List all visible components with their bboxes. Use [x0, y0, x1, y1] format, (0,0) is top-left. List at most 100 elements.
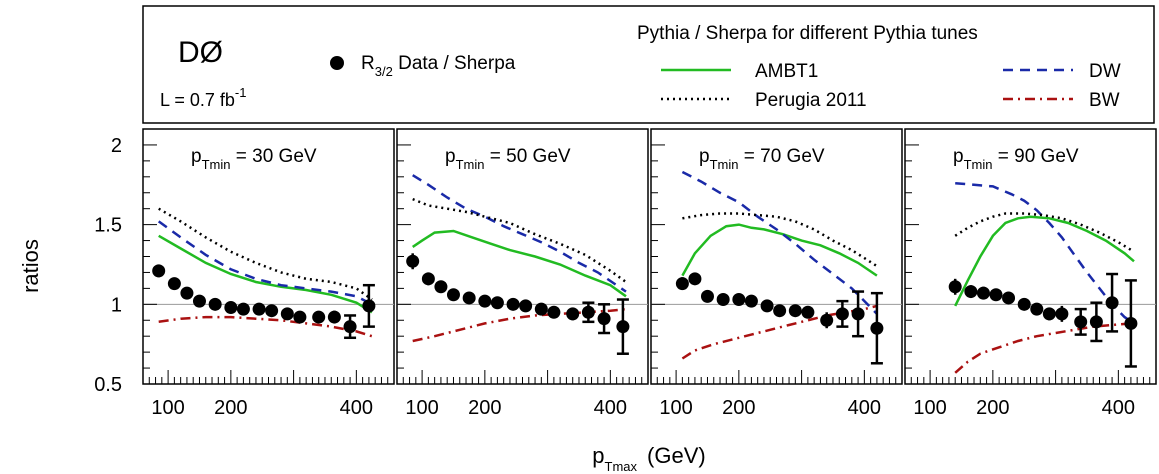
data-point	[434, 280, 448, 294]
data-point	[1055, 307, 1069, 321]
x-tick-label: 200	[214, 397, 247, 419]
data-point	[208, 297, 222, 311]
data-point	[732, 293, 746, 307]
x-tick-label: 400	[594, 397, 627, 419]
y-axis-title: ratios	[18, 239, 43, 293]
data-point	[976, 286, 990, 300]
panel-label-prefix: p	[953, 146, 964, 167]
legend-box: DØ L = 0.7 fb-1 R3/2 Data / Sherpa Pythi…	[142, 5, 1155, 124]
data-point	[547, 305, 561, 319]
data-point	[167, 277, 181, 291]
data-point	[773, 304, 787, 318]
data-point	[788, 304, 802, 318]
panel-frame	[142, 128, 395, 385]
luminosity-label: L = 0.7 fb-1	[160, 85, 246, 110]
legend-frame	[142, 5, 1155, 124]
panel-label-suffix: = 90 GeV	[992, 146, 1078, 167]
legend-data-label: R3/2 Data / Sherpa	[361, 53, 516, 79]
y-tick-label: 2	[111, 135, 122, 157]
data-point	[1042, 307, 1056, 321]
data-point	[312, 310, 326, 324]
panel-label: pTmin = 90 GeV	[953, 146, 1079, 172]
series-line-bw	[158, 315, 373, 338]
x-axis-title: pTmax (GeV)	[592, 443, 705, 474]
x-tick-label: 100	[151, 397, 184, 419]
data-point	[581, 305, 595, 319]
panel-frame	[904, 128, 1157, 385]
data-point	[293, 310, 307, 324]
series-line-dw	[412, 174, 627, 293]
data-point	[716, 293, 730, 307]
data-point	[406, 254, 420, 268]
x-tick-label: 100	[913, 397, 946, 419]
panel-label-suffix: = 50 GeV	[484, 146, 570, 167]
y-tick-label: 1.5	[94, 215, 122, 237]
data-point	[1030, 302, 1044, 316]
data-point	[519, 299, 533, 313]
data-point	[616, 320, 630, 334]
series-line-bw	[954, 322, 1132, 374]
x-tick-label: 400	[848, 397, 881, 419]
data-point	[462, 291, 476, 305]
y-tick-labels: 0.5 1 1.5 2	[94, 135, 122, 396]
data-point	[280, 307, 294, 321]
data-point	[760, 299, 774, 313]
data-point	[688, 272, 702, 286]
data-point	[700, 289, 714, 303]
data-point	[801, 305, 815, 319]
data-point	[1074, 315, 1088, 329]
data-point	[327, 310, 341, 324]
data-point	[597, 312, 611, 326]
panel-3: 100 200 400 pTmin = 70 GeV	[650, 128, 903, 419]
data-point	[180, 286, 194, 300]
series-line-ambt1	[681, 223, 878, 277]
data-point	[1124, 316, 1138, 330]
data-point	[1002, 291, 1016, 305]
x-axis-title-unit: (GeV)	[647, 443, 706, 468]
x-tick-label: 100	[659, 397, 692, 419]
legend-label-perugia: Perugia 2011	[755, 90, 867, 111]
panel-4: 100 200 400 pTmin = 90 GeV	[904, 128, 1157, 419]
data-point	[252, 302, 266, 316]
legend-models-title: Pythia / Sherpa for different Pythia tun…	[637, 23, 978, 44]
legend-label-bw: BW	[1089, 90, 1120, 111]
data-point	[152, 264, 166, 278]
panel-label-suffix: = 70 GeV	[738, 146, 824, 167]
data-point	[478, 294, 492, 308]
data-point	[744, 294, 758, 308]
x-tick-label: 100	[405, 397, 438, 419]
x-tick-label: 200	[976, 397, 1009, 419]
legend-data-suffix: Data / Sherpa	[393, 53, 516, 74]
panel-label: pTmin = 70 GeV	[699, 146, 825, 172]
panel-frame	[650, 128, 903, 385]
y-tick-label: 0.5	[94, 374, 122, 396]
panel-label-suffix: = 30 GeV	[230, 146, 316, 167]
series-line-perugia	[412, 197, 627, 284]
data-point	[1089, 315, 1103, 329]
data-point	[192, 294, 206, 308]
data-point	[948, 280, 962, 294]
data-point	[506, 297, 520, 311]
x-axis-title-subscript: Tmax	[605, 459, 638, 474]
series-line-ambt1	[412, 229, 627, 298]
data-point	[1017, 297, 1031, 311]
panel-label-subscript: Tmin	[710, 157, 739, 172]
series-line-bw	[681, 304, 878, 360]
series-line-bw	[412, 307, 627, 343]
data-point	[362, 299, 376, 313]
panel-label-subscript: Tmin	[964, 157, 993, 172]
data-point	[566, 307, 580, 321]
x-tick-label: 200	[468, 397, 501, 419]
data-point	[421, 272, 435, 286]
series-line-dw	[157, 220, 373, 306]
panel-label-prefix: p	[191, 146, 202, 167]
legend-data-marker	[330, 56, 344, 70]
luminosity-prefix: L = 0.7 fb	[160, 90, 235, 110]
legend-data-subscript: 3/2	[375, 64, 393, 79]
legend-label-ambt1: AMBT1	[755, 61, 818, 82]
data-point	[835, 307, 849, 321]
series-line-ambt1	[954, 215, 1135, 307]
x-tick-label: 400	[1102, 397, 1135, 419]
panel-label: pTmin = 50 GeV	[445, 146, 571, 172]
